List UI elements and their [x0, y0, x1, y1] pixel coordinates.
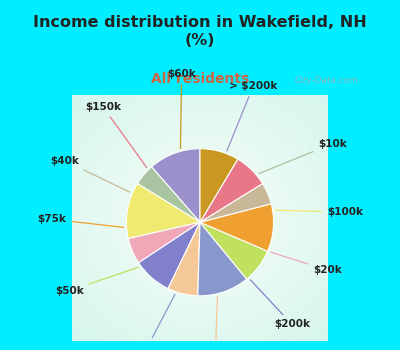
Text: $100k: $100k	[275, 207, 363, 217]
Wedge shape	[138, 167, 200, 222]
Wedge shape	[200, 183, 271, 222]
Text: > $200k: > $200k	[227, 81, 277, 151]
Wedge shape	[128, 222, 200, 263]
Wedge shape	[138, 222, 200, 288]
Wedge shape	[200, 204, 274, 251]
Wedge shape	[200, 222, 268, 279]
Wedge shape	[152, 149, 200, 222]
Text: All residents: All residents	[151, 72, 249, 86]
Wedge shape	[198, 222, 247, 296]
Text: City-Data.com: City-Data.com	[294, 76, 358, 85]
Text: $20k: $20k	[270, 252, 342, 275]
Text: $60k: $60k	[167, 69, 196, 148]
Text: $10k: $10k	[259, 139, 347, 174]
Text: $50k: $50k	[55, 267, 138, 296]
Text: $200k: $200k	[250, 280, 310, 329]
Text: $40k: $40k	[51, 156, 130, 192]
Wedge shape	[168, 222, 200, 296]
Text: $125k: $125k	[129, 294, 175, 350]
Wedge shape	[200, 149, 238, 222]
Text: $30k: $30k	[201, 296, 230, 350]
Wedge shape	[200, 159, 262, 222]
Text: Income distribution in Wakefield, NH
(%): Income distribution in Wakefield, NH (%)	[33, 15, 367, 48]
Text: $75k: $75k	[37, 214, 124, 228]
Text: $150k: $150k	[85, 102, 147, 168]
Wedge shape	[126, 183, 200, 239]
